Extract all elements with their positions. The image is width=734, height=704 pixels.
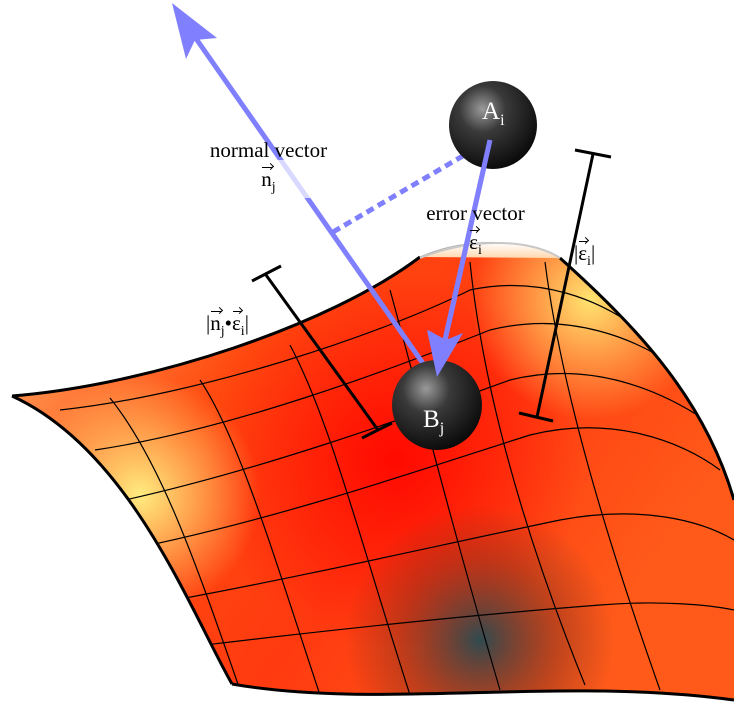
dotted-projection-line: [331, 137, 492, 235]
projection-dimension-bar: [251, 264, 393, 440]
curved-surface: [11, 251, 734, 702]
sphere-b: [392, 360, 482, 450]
sphere-a: [449, 81, 537, 169]
projection-label: |nj•εi|: [206, 311, 249, 339]
point-b-label: Bj: [423, 406, 445, 437]
normal-vector-arrow: [172, 3, 439, 384]
epsilon-symbol: ε: [469, 230, 478, 254]
surface-bulge: [420, 242, 560, 258]
point-a-label: Ai: [482, 98, 505, 129]
normal-vector-label: normal vector nj: [209, 138, 328, 195]
error-magnitude-label: |εi|: [574, 241, 596, 269]
error-magnitude-dimension-bar: [518, 148, 612, 423]
error-vector-label: error vector εi: [426, 201, 525, 258]
normal-symbol: n: [261, 167, 272, 191]
